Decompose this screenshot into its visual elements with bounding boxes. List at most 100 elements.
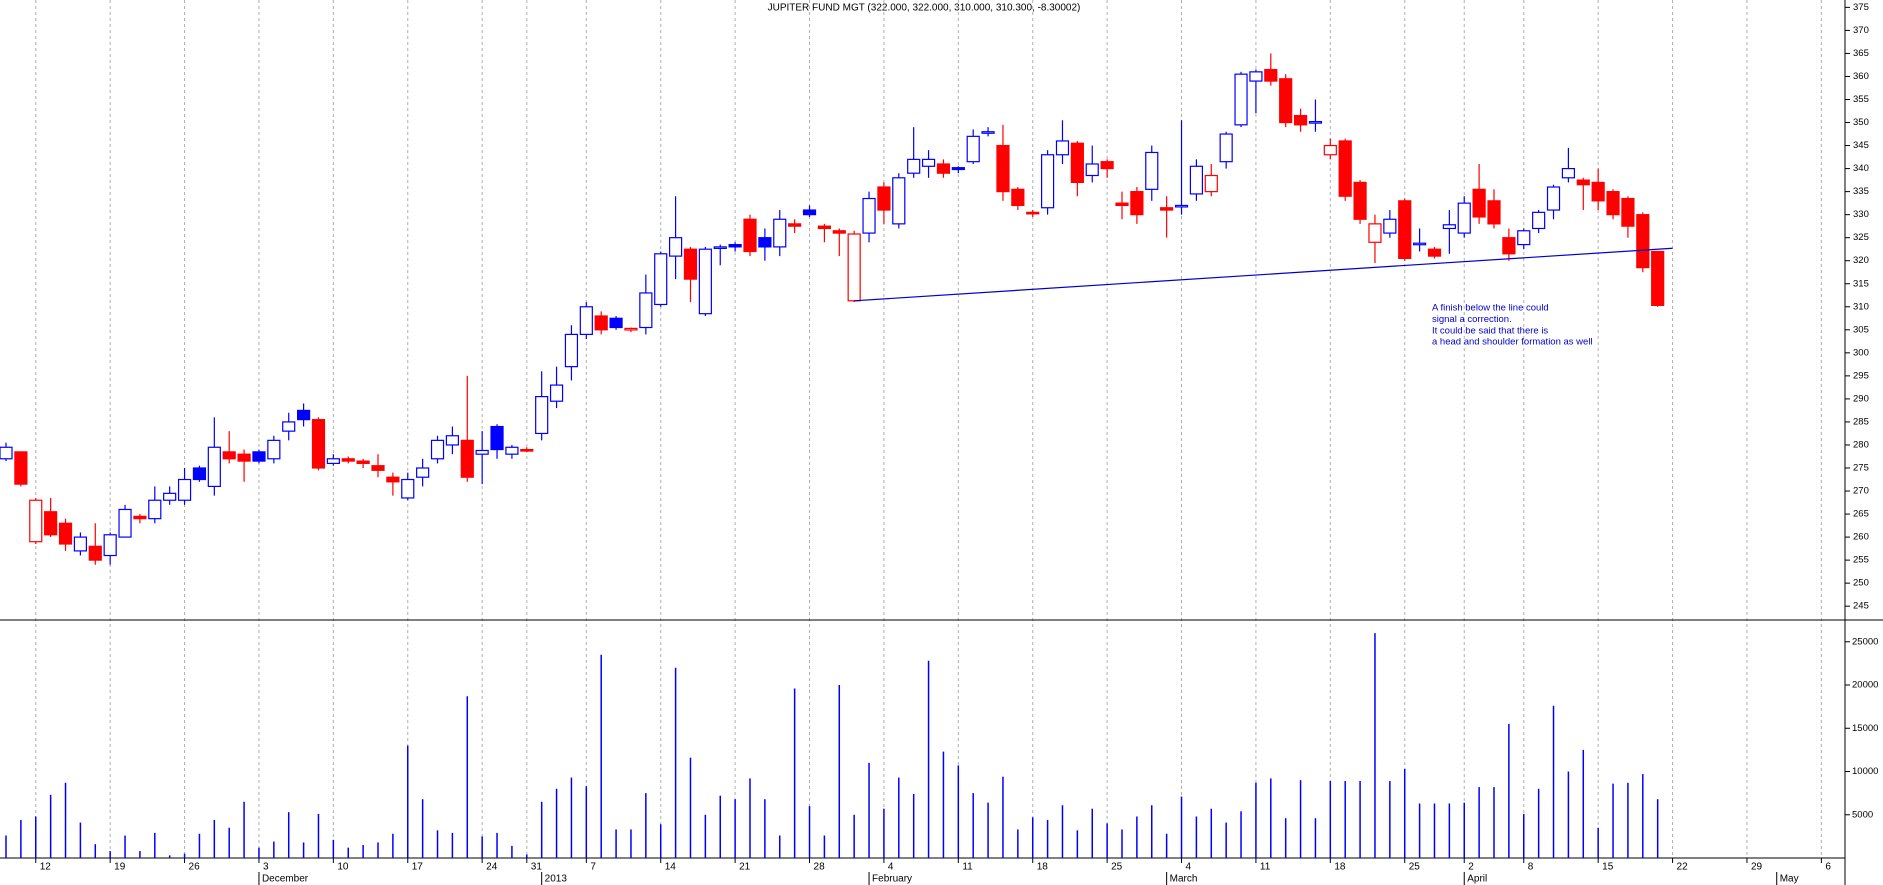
- month-label: 2013: [545, 874, 568, 885]
- candle-body: [1323, 144, 1337, 156]
- y-tick-label: 250: [1853, 578, 1869, 589]
- candle-body: [639, 292, 653, 329]
- candle-body: [14, 451, 28, 485]
- candle-body: [1353, 181, 1367, 220]
- candle-body: [1457, 202, 1471, 234]
- candle-body: [1561, 167, 1576, 179]
- y-tick-label: 20000: [1852, 680, 1878, 691]
- candle-body: [877, 186, 891, 211]
- candle-body: [1055, 140, 1070, 156]
- x-tick-label: 17: [412, 862, 424, 873]
- candle-body: [535, 395, 549, 435]
- candle-body: [892, 177, 906, 225]
- y-tick-label: 365: [1853, 48, 1869, 59]
- y-tick-label: 330: [1853, 209, 1869, 220]
- candle-body: [1532, 211, 1546, 230]
- candle-body: [505, 446, 519, 455]
- annotation-line: A finish below the line could: [1432, 303, 1549, 314]
- y-tick-label: 340: [1853, 163, 1869, 174]
- candle-body: [460, 439, 474, 478]
- candle-body: [594, 315, 608, 331]
- candle-body: [118, 508, 132, 538]
- candle-body: [416, 467, 430, 478]
- y-tick-label: 285: [1853, 416, 1869, 427]
- candle-body: [683, 248, 698, 280]
- annotation-line: a head and shoulder formation as well: [1432, 337, 1593, 348]
- y-tick-label: 355: [1853, 94, 1869, 105]
- x-tick-label: 28: [814, 862, 826, 873]
- y-tick-label: 310: [1853, 301, 1869, 312]
- candle-body: [1011, 188, 1025, 207]
- y-tick-label: 10000: [1852, 766, 1878, 777]
- candle-body: [371, 465, 385, 471]
- candle-body: [758, 237, 772, 248]
- y-tick-label: 315: [1853, 278, 1869, 289]
- x-tick-label: 8: [1528, 862, 1534, 873]
- candle-body: [356, 460, 370, 464]
- candle-body: [1040, 154, 1055, 209]
- candle-body: [1606, 191, 1620, 216]
- x-tick-label: 4: [888, 862, 894, 873]
- x-tick-label: 31: [531, 862, 543, 873]
- candle-body: [832, 230, 846, 234]
- candle-body: [1517, 230, 1531, 246]
- candle-body: [1026, 211, 1040, 215]
- candle-body: [1160, 207, 1174, 211]
- candle-body: [654, 253, 668, 306]
- x-tick-label: 25: [1111, 862, 1123, 873]
- candle-body: [1115, 202, 1129, 207]
- candle-body: [252, 451, 266, 462]
- candle-body: [698, 248, 712, 315]
- y-tick-label: 5000: [1852, 809, 1873, 820]
- candle-body: [1487, 200, 1501, 225]
- x-tick-label: 26: [189, 862, 201, 873]
- chart-title: JUPITER FUND MGT (322.000, 322.000, 310.…: [768, 3, 1081, 14]
- candle-body: [192, 467, 207, 481]
- candle-body: [1293, 115, 1308, 126]
- candle-body: [1651, 250, 1665, 306]
- candle-body: [1234, 73, 1248, 126]
- candle-body: [222, 451, 236, 460]
- candle-body: [936, 163, 951, 174]
- y-tick-label: 265: [1853, 509, 1869, 520]
- candle-body: [282, 421, 296, 432]
- y-tick-label: 335: [1853, 186, 1869, 197]
- candle-body: [1279, 78, 1293, 124]
- candle-body: [1442, 224, 1456, 230]
- candle-body: [1383, 218, 1397, 234]
- candle-body: [386, 476, 400, 483]
- candle-body: [1085, 163, 1099, 177]
- annotation-line: It could be said that there is: [1432, 325, 1548, 336]
- candle-body: [207, 446, 221, 488]
- x-tick-label: 10: [337, 862, 349, 873]
- month-label: March: [1170, 874, 1198, 885]
- candle-body: [847, 233, 861, 302]
- x-tick-label: 22: [1677, 862, 1689, 873]
- x-tick-label: 4: [1186, 862, 1192, 873]
- candle-body: [579, 306, 593, 336]
- candle-body: [1308, 121, 1323, 124]
- y-tick-label: 370: [1853, 25, 1869, 36]
- x-tick-label: 21: [739, 862, 751, 873]
- candle-body: [73, 536, 88, 552]
- candle-body: [267, 439, 281, 460]
- x-tick-label: 11: [1260, 862, 1271, 873]
- candle-body: [1576, 179, 1590, 186]
- y-tick-label: 275: [1853, 463, 1869, 474]
- candle-body: [1621, 197, 1635, 227]
- candle-body: [237, 453, 251, 462]
- candle-body: [103, 534, 117, 557]
- candle-body: [1219, 133, 1233, 163]
- month-label: April: [1467, 874, 1487, 885]
- candle-body: [1398, 200, 1412, 260]
- candle-body: [1174, 204, 1189, 208]
- candle-body: [401, 478, 415, 499]
- candle-body: [445, 435, 459, 446]
- candle-body: [1368, 223, 1382, 243]
- candle-body: [148, 499, 162, 520]
- candle-body: [564, 333, 579, 368]
- candle-body: [1636, 214, 1650, 269]
- candle-body: [1204, 174, 1218, 193]
- y-tick-label: 260: [1853, 532, 1869, 543]
